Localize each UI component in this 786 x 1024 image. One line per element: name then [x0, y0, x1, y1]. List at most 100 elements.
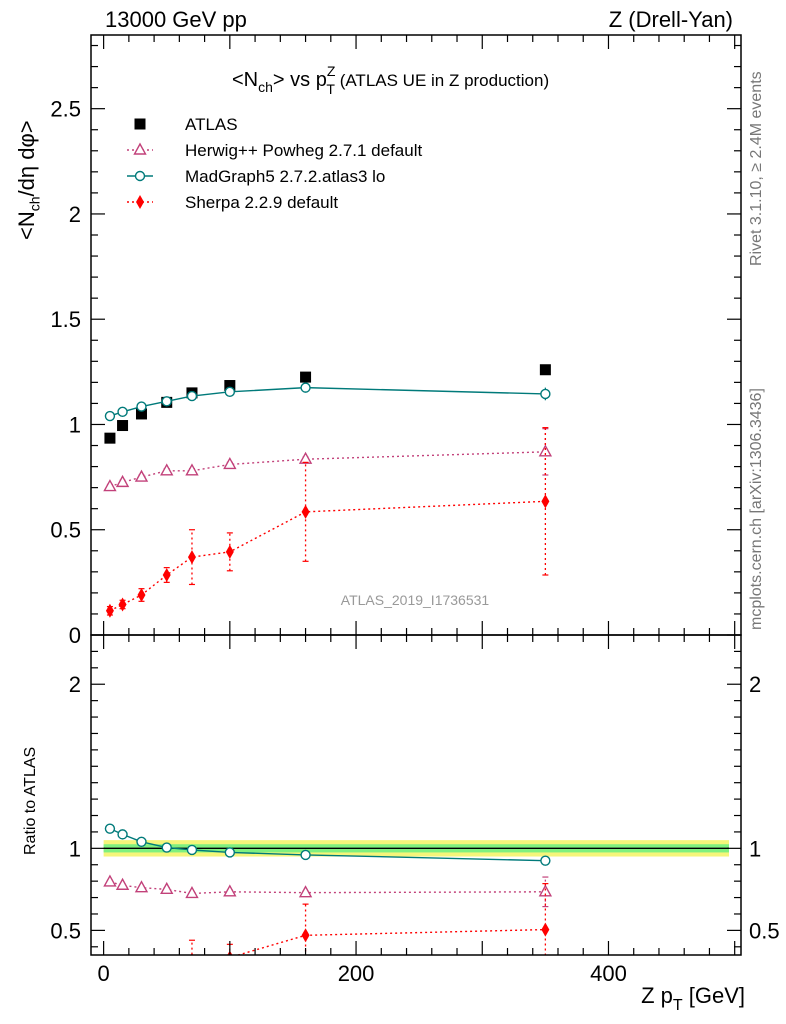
legend-label: MadGraph5 2.7.2.atlas3 lo	[185, 167, 385, 186]
ratio-point	[540, 855, 551, 866]
main-panel-data	[103, 364, 553, 618]
y-tick-label-main: 1.5	[50, 307, 81, 332]
main-point	[539, 364, 551, 376]
main-point	[185, 463, 199, 476]
main-series-atlas	[104, 364, 551, 444]
ratio-point	[185, 886, 199, 899]
y-tick-label-ratio-left: 1	[69, 836, 81, 861]
legend-entry-herwig-powheg-2-7-1-default: Herwig++ Powheg 2.7.1 default	[127, 141, 422, 160]
ratio-point	[186, 844, 198, 856]
main-point	[225, 544, 234, 559]
rivet-version-text: Rivet 3.1.10, ≥ 2.4M events	[748, 71, 765, 266]
ratio-point	[103, 874, 117, 887]
main-point	[162, 568, 171, 582]
main-point	[301, 504, 310, 519]
main-point	[103, 479, 117, 492]
ratio-point	[224, 847, 236, 858]
main-point	[115, 474, 130, 488]
main-point	[117, 420, 129, 432]
mcplots-reference-text: mcplots.cern.ch [arXiv:1306.3436]	[748, 388, 765, 630]
ratio-point	[134, 880, 149, 893]
y-tick-label-ratio-right: 1	[749, 836, 761, 861]
ratio-point	[137, 976, 145, 990]
ratio-panel-frame	[90, 634, 742, 956]
main-line-herwig-powheg-2-7-1-default	[109, 451, 546, 488]
legend-entry-madgraph5-2-7-2-atlas3-lo: MadGraph5 2.7.2.atlas3 lo	[127, 167, 385, 186]
main-point	[118, 597, 127, 612]
y-tick-label-main: 2	[69, 202, 81, 227]
ratio-point	[223, 884, 237, 897]
x-tick-label: 400	[590, 961, 627, 986]
ratio-point	[115, 877, 130, 890]
ratio-series-madgraph5-2-7-2-atlas3-lo	[104, 823, 551, 866]
y-tick-label-ratio-right: 2	[749, 672, 761, 697]
ratio-point	[163, 964, 171, 978]
x-axis-label: Z pT [GeV]	[641, 983, 745, 1014]
main-point	[224, 380, 236, 392]
main-point	[186, 390, 198, 402]
main-point	[104, 410, 116, 422]
main-point	[538, 444, 553, 457]
header-left: 13000 GeV pp	[105, 7, 247, 32]
ratio-panel-data	[103, 823, 553, 1000]
plot-title: <Nch> vs pZ T (ATLAS UE in Z production)	[232, 63, 549, 97]
main-point	[540, 388, 551, 400]
ratio-point	[300, 849, 311, 861]
ratio-line-herwig-powheg-2-7-1-default	[109, 881, 546, 895]
main-point	[223, 457, 237, 470]
ratio-reference-band	[103, 840, 730, 857]
main-point	[161, 396, 172, 407]
y-axis-label-ratio: Ratio to ATLAS	[22, 746, 39, 855]
main-point	[135, 408, 147, 420]
main-point	[136, 401, 147, 412]
main-point	[137, 588, 146, 602]
main-point	[104, 432, 116, 444]
main-series-sherpa-2-2-9-default	[105, 427, 550, 618]
legend-marker	[134, 118, 146, 130]
y-tick-label-main: 2.5	[50, 97, 81, 122]
main-point	[134, 469, 149, 482]
ratio-point	[538, 884, 553, 897]
y-tick-label-ratio-left: 2	[69, 672, 81, 697]
y-tick-label-ratio-right: 0.5	[749, 918, 780, 943]
ratio-point	[541, 922, 550, 937]
main-point	[541, 494, 550, 509]
legend-label: Sherpa 2.2.9 default	[185, 193, 338, 212]
axis-ticks: 0 0.5 1 1.5 2 2.5 0.5 0.5 1 1 2 2 0 200 400	[50, 35, 780, 986]
y-axis-label-main: <Nch/dη dφ>	[14, 120, 43, 240]
main-series-herwig-powheg-2-7-1-default	[103, 428, 553, 492]
legend-entry-atlas: ATLAS	[134, 115, 238, 134]
main-point	[187, 550, 196, 565]
ratio-point	[106, 986, 114, 1000]
legend-marker	[136, 195, 144, 209]
y-tick-label-ratio-left: 0.5	[50, 918, 81, 943]
ratio-line-sherpa-2-2-9-default	[235, 928, 546, 955]
y-tick-label-main: 1	[69, 412, 81, 437]
x-tick-label: 200	[338, 961, 375, 986]
ratio-point	[119, 982, 127, 996]
y-tick-label-main: 0	[69, 623, 81, 648]
main-point	[298, 451, 313, 464]
legend-entry-sherpa-2-2-9-default: Sherpa 2.2.9 default	[127, 193, 338, 212]
main-point	[300, 382, 311, 393]
ratio-point	[160, 881, 174, 895]
ratio-series-herwig-powheg-2-7-1-default	[103, 874, 553, 908]
legend-label: Herwig++ Powheg 2.7.1 default	[185, 141, 422, 160]
ratio-point	[104, 823, 116, 834]
x-tick-label: 0	[97, 961, 109, 986]
ratio-point	[301, 928, 310, 943]
analysis-watermark: ATLAS_2019_I1736531	[341, 592, 490, 608]
ratio-point	[136, 836, 147, 847]
main-point	[300, 371, 312, 383]
legend-label: ATLAS	[185, 115, 238, 134]
legend-marker	[133, 142, 147, 155]
main-line-madgraph5-2-7-2-atlas3-lo	[109, 386, 546, 417]
main-point	[224, 386, 236, 398]
header-right: Z (Drell-Yan)	[609, 7, 733, 32]
ratio-point	[161, 842, 172, 853]
main-point	[105, 603, 114, 618]
ratio-point	[117, 829, 128, 840]
y-tick-label-main: 0.5	[50, 518, 81, 543]
legend-marker	[134, 170, 146, 182]
